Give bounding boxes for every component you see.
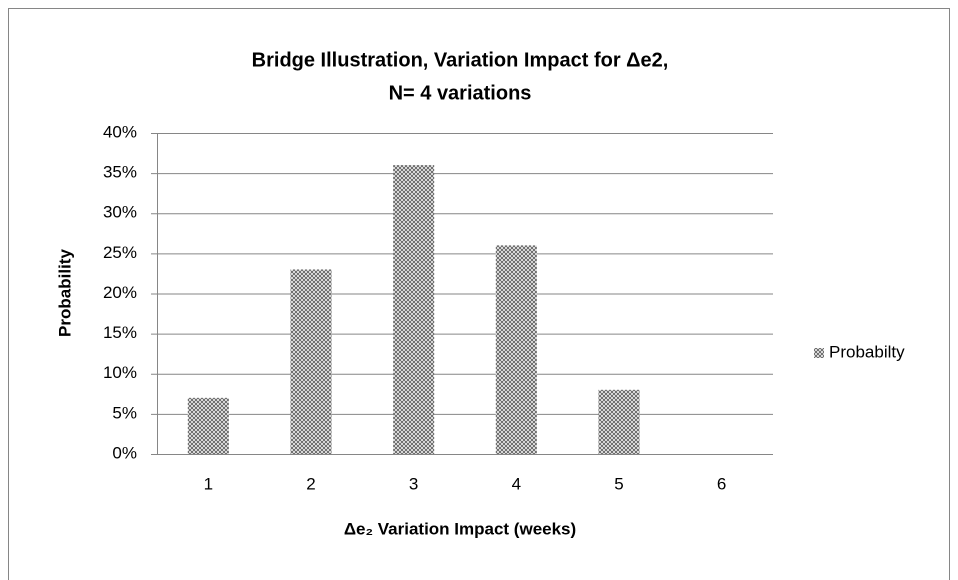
y-tick-label: 30%: [103, 203, 137, 222]
bar: [495, 245, 537, 454]
bar: [187, 397, 229, 454]
x-tick-label: 2: [306, 474, 315, 493]
bar: [393, 165, 435, 454]
legend-swatch: [814, 348, 824, 358]
legend-label: Probabilty: [829, 342, 905, 361]
y-tick-label: 25%: [103, 243, 137, 262]
y-tick-label: 40%: [103, 122, 137, 141]
x-tick-label: 5: [614, 474, 623, 493]
x-tick-label: 3: [409, 474, 418, 493]
y-tick-label: 15%: [103, 323, 137, 342]
y-tick-label: 20%: [103, 283, 137, 302]
x-axis-title: Δe₂ Variation Impact (weeks): [344, 519, 576, 538]
x-tick-label: 6: [717, 474, 726, 493]
y-axis-title: Probability: [55, 249, 74, 337]
y-tick-label: 5%: [112, 403, 137, 422]
y-tick-label: 10%: [103, 363, 137, 382]
chart-title: Bridge Illustration, Variation Impact fo…: [252, 49, 669, 71]
x-tick-label: 4: [512, 474, 521, 493]
x-tick-label: 1: [204, 474, 213, 493]
bar: [598, 389, 640, 454]
y-tick-label: 35%: [103, 163, 137, 182]
bar: [290, 269, 332, 454]
y-tick-label: 0%: [112, 443, 137, 462]
chart-title: N= 4 variations: [389, 82, 532, 104]
